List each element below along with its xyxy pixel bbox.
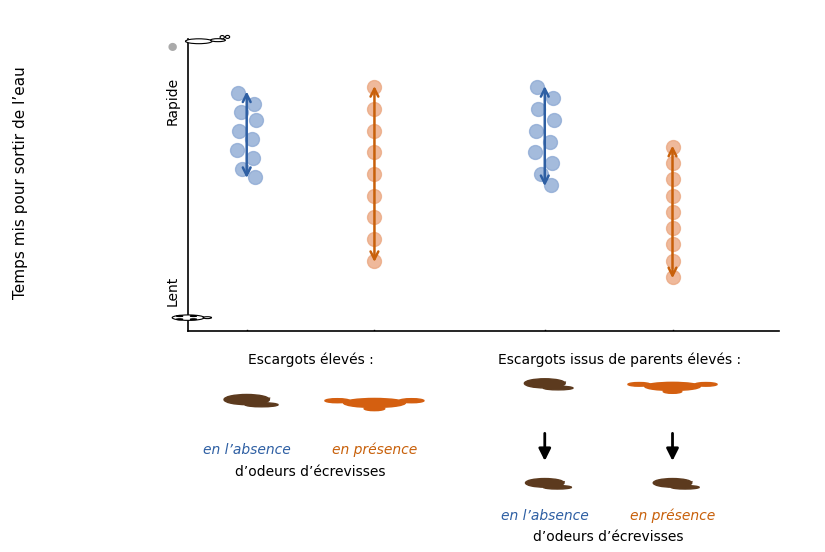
Ellipse shape (245, 403, 278, 407)
Ellipse shape (671, 486, 699, 489)
Point (544, 181, 558, 189)
Ellipse shape (203, 317, 211, 319)
Point (232, 88, 245, 97)
Text: Rapide: Rapide (165, 77, 179, 125)
Point (236, 164, 249, 173)
Point (544, 137, 557, 146)
Text: ⬤: ⬤ (167, 42, 177, 51)
Point (530, 126, 543, 135)
Ellipse shape (399, 399, 424, 403)
Text: d’odeurs d’écrevisses: d’odeurs d’écrevisses (534, 529, 684, 544)
Point (235, 107, 248, 116)
Point (247, 153, 260, 162)
Ellipse shape (224, 395, 270, 405)
Text: en présence: en présence (332, 443, 417, 457)
Text: Lent: Lent (165, 275, 179, 306)
Ellipse shape (325, 399, 350, 403)
Point (248, 99, 261, 108)
Ellipse shape (628, 383, 650, 386)
Point (233, 126, 246, 135)
Point (666, 175, 679, 184)
Point (368, 256, 381, 265)
Text: en présence: en présence (629, 509, 715, 523)
Point (248, 172, 262, 181)
Point (666, 208, 679, 216)
Point (666, 159, 679, 168)
Ellipse shape (544, 386, 573, 390)
Text: d’odeurs d’écrevisses: d’odeurs d’écrevisses (235, 465, 386, 479)
Point (666, 240, 679, 249)
Point (245, 134, 258, 143)
Point (368, 169, 381, 178)
Point (530, 83, 544, 92)
Point (666, 224, 679, 232)
Ellipse shape (695, 383, 717, 386)
Ellipse shape (644, 383, 700, 390)
Ellipse shape (663, 390, 681, 394)
Point (368, 83, 381, 92)
Point (368, 148, 381, 157)
Point (666, 256, 679, 265)
Point (532, 104, 545, 113)
Point (548, 115, 561, 124)
Text: en l’absence: en l’absence (501, 509, 589, 523)
Point (368, 192, 381, 200)
Point (666, 192, 679, 200)
Point (666, 142, 679, 151)
Ellipse shape (544, 486, 572, 489)
Ellipse shape (191, 319, 196, 320)
Point (250, 115, 263, 124)
Point (368, 104, 381, 113)
Text: Escargots élevés :: Escargots élevés : (248, 353, 374, 368)
Ellipse shape (525, 379, 565, 388)
Ellipse shape (172, 315, 204, 320)
Text: Escargots issus de parents élevés :: Escargots issus de parents élevés : (497, 353, 741, 368)
Ellipse shape (343, 399, 405, 407)
Ellipse shape (177, 319, 183, 320)
Ellipse shape (526, 479, 564, 487)
Point (368, 235, 381, 243)
Text: Temps mis pour sortir de l’eau: Temps mis pour sortir de l’eau (13, 66, 28, 299)
Point (545, 159, 559, 168)
Point (547, 94, 560, 103)
Ellipse shape (225, 35, 229, 39)
Point (368, 213, 381, 222)
Point (230, 145, 243, 154)
Point (534, 169, 547, 178)
Point (529, 148, 542, 157)
Ellipse shape (220, 35, 224, 39)
Point (666, 273, 679, 282)
Ellipse shape (210, 39, 225, 41)
Ellipse shape (186, 39, 212, 44)
Point (368, 126, 381, 135)
Ellipse shape (653, 479, 692, 487)
Ellipse shape (364, 407, 384, 411)
Text: en l’absence: en l’absence (203, 443, 290, 457)
